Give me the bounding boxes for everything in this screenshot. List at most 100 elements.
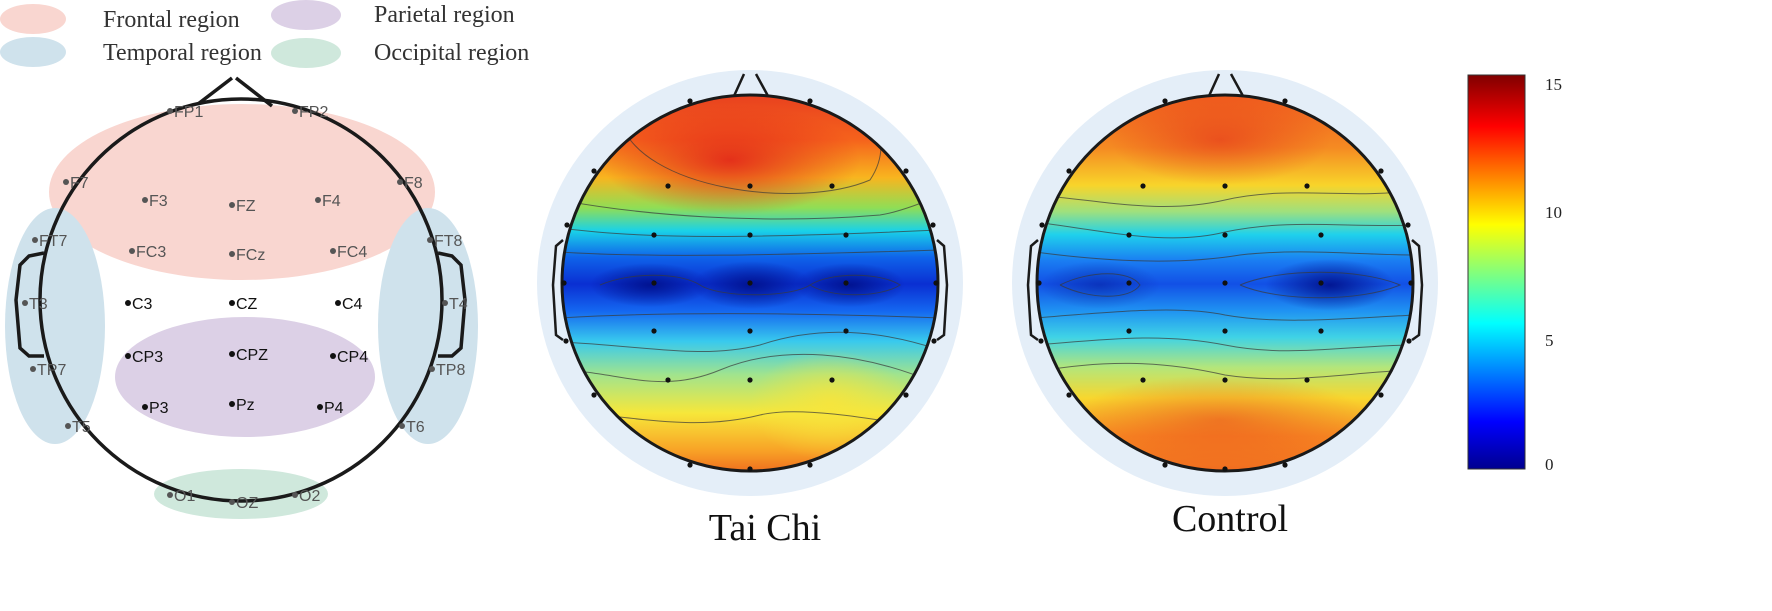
topomap-electrode-dot xyxy=(1036,280,1042,286)
legend-label-temporal: Temporal region xyxy=(103,40,262,66)
electrode-label-fp2: FP2 xyxy=(299,104,328,121)
region-temporal-left xyxy=(5,208,105,444)
region-frontal xyxy=(49,104,435,280)
electrode-label-tp8: TP8 xyxy=(436,362,465,379)
electrode-label-pz: Pz xyxy=(236,397,255,414)
topomap-electrode-dot xyxy=(903,392,909,398)
electrode-label-fz: FZ xyxy=(236,198,256,215)
topomap-electrode-dot xyxy=(651,280,657,286)
topomap-electrode-dot xyxy=(1318,280,1324,286)
electrode-dot-p3 xyxy=(142,404,148,410)
electrode-label-cp4: CP4 xyxy=(337,349,368,366)
topomap-electrode-dot xyxy=(1162,462,1168,468)
topomap-left-ear xyxy=(551,239,564,342)
topomap-control: Control xyxy=(1012,70,1438,540)
topomap-right-ear xyxy=(936,239,949,342)
electrode-label-t6: T6 xyxy=(406,419,425,436)
electrode-label-cz: CZ xyxy=(236,296,258,313)
electrode-dot-t5 xyxy=(65,423,71,429)
topomap-electrode-dot xyxy=(747,183,753,189)
electrode-dot-t3 xyxy=(22,300,28,306)
topomap-electrode-dot xyxy=(1405,222,1411,228)
topomap-electrode-dot xyxy=(591,168,597,174)
colorbar-tick-10: 10 xyxy=(1545,203,1562,222)
electrode-label-fp1: FP1 xyxy=(174,104,203,121)
topomap-electrode-dot xyxy=(1126,232,1132,238)
right-ear-outline xyxy=(437,251,467,358)
topomap-electrode-dot xyxy=(651,232,657,238)
electrode-dot-fz xyxy=(229,202,235,208)
electrode-label-o1: O1 xyxy=(174,488,195,505)
topomap-electrode-dot xyxy=(843,328,849,334)
electrode-label-f4: F4 xyxy=(322,193,341,210)
topomap-electrode-dot xyxy=(563,338,569,344)
electrode-dot-f3 xyxy=(142,197,148,203)
electrode-label-t3: T3 xyxy=(29,296,48,313)
electrode-dot-fp1 xyxy=(167,108,173,114)
topomap-electrode-dot xyxy=(665,377,671,383)
topomap-electrode-dot xyxy=(1126,328,1132,334)
legend-label-parietal: Parietal region xyxy=(374,2,515,28)
topomap-electrode-dot xyxy=(1304,183,1310,189)
topomap-right-ear xyxy=(1411,239,1424,342)
legend-label-frontal: Frontal region xyxy=(103,7,240,33)
topomap-electrode-dot xyxy=(687,462,693,468)
electrode-dot-f4 xyxy=(315,197,321,203)
topomap-electrode-dot xyxy=(1039,222,1045,228)
electrode-dot-fp2 xyxy=(292,108,298,114)
electrode-layer: FP1 FP2 F7 F8 F3 FZ F4 FC3 FCz FC4 FT7 FT8 T3 T4 TP7 TP… xyxy=(22,104,468,512)
topomap-electrode-dot xyxy=(1126,280,1132,286)
topomap-electrode-dot xyxy=(1066,168,1072,174)
electrode-dot-fcz xyxy=(229,251,235,257)
electrode-label-c3: C3 xyxy=(132,296,153,313)
electrode-label-c4: C4 xyxy=(342,296,363,313)
topomap-left-ear xyxy=(1026,239,1039,342)
topomap-electrode-dot xyxy=(1222,232,1228,238)
topomap-electrode-dot xyxy=(1140,377,1146,383)
legend-label-occipital: Occipital region xyxy=(374,40,529,66)
topomap-electrode-dot xyxy=(807,462,813,468)
legend: Frontal region Parietal region Temporal … xyxy=(0,0,529,68)
topomap-electrode-dot xyxy=(1408,280,1414,286)
topomap-electrode-dot xyxy=(1140,183,1146,189)
electrode-label-o2: O2 xyxy=(299,488,320,505)
topomap-nose xyxy=(732,73,770,97)
topomap-electrode-dot xyxy=(1318,328,1324,334)
topomap-electrode-dot xyxy=(1222,183,1228,189)
head-outline xyxy=(38,97,444,503)
colorbar-tick-15: 15 xyxy=(1545,75,1562,94)
legend-swatch-occipital xyxy=(271,38,341,68)
topomap-electrode-dot xyxy=(665,183,671,189)
electrode-label-ft8: FT8 xyxy=(434,233,463,250)
topomap-electrode-dot xyxy=(903,168,909,174)
electrode-label-fc3: FC3 xyxy=(136,244,166,261)
legend-swatch-temporal xyxy=(0,37,66,67)
topomap-electrode-dot xyxy=(747,466,753,472)
electrode-label-ft7: FT7 xyxy=(39,233,68,250)
left-ear-outline xyxy=(14,251,45,358)
topomap-electrode-dot xyxy=(931,338,937,344)
electrode-dot-o2 xyxy=(292,492,298,498)
topomap-electrode-dot xyxy=(564,222,570,228)
nose-outline xyxy=(196,76,274,108)
electrode-label-t5: T5 xyxy=(72,419,91,436)
region-temporal-right xyxy=(378,208,478,444)
electrode-label-cp3: CP3 xyxy=(132,349,163,366)
electrode-label-f3: F3 xyxy=(149,193,168,210)
topomap-electrode-dot xyxy=(1282,98,1288,104)
electrode-dot-ft7 xyxy=(32,237,38,243)
topomap-electrode-dot xyxy=(1222,377,1228,383)
electrode-dot-c4 xyxy=(335,300,341,306)
electrode-dot-o1 xyxy=(167,492,173,498)
region-occipital xyxy=(154,469,328,519)
electrode-label-f8: F8 xyxy=(404,175,423,192)
electrode-dot-pz xyxy=(229,401,235,407)
electrode-dot-ft8 xyxy=(427,237,433,243)
topomap-electrode-dot xyxy=(829,377,835,383)
electrode-dot-t6 xyxy=(399,423,405,429)
electrode-dot-c3 xyxy=(125,300,131,306)
topomap-electrode-dot xyxy=(843,232,849,238)
electrode-dot-cz xyxy=(229,300,235,306)
topomap-nose xyxy=(1207,73,1245,97)
topomap-title-taichi: Tai Chi xyxy=(709,507,821,549)
